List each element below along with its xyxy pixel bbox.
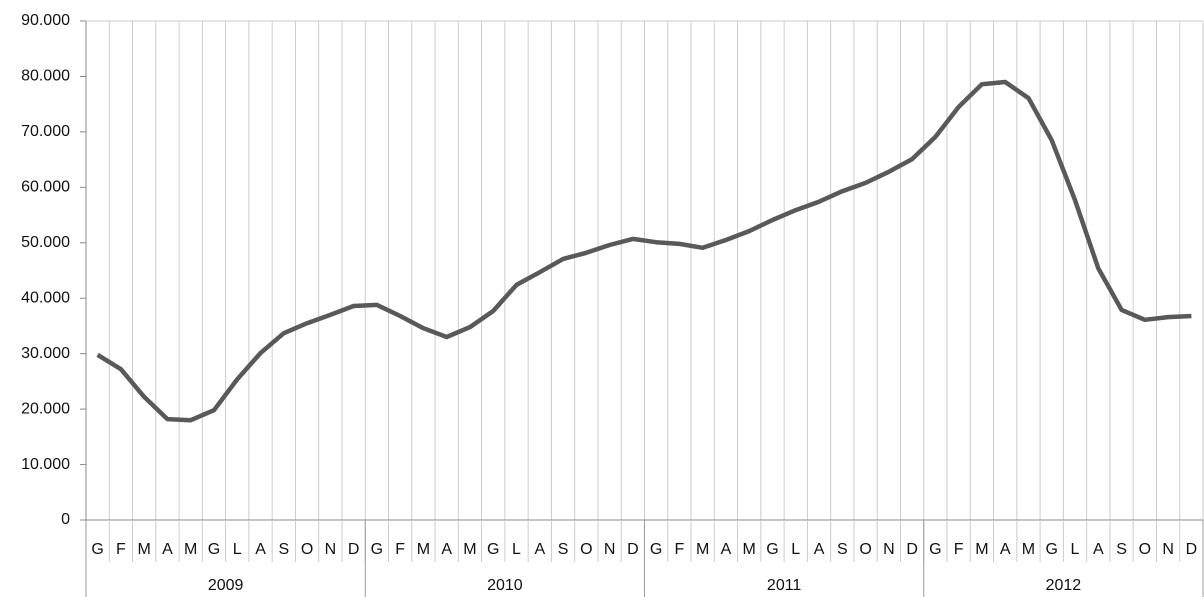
y-tick-label: 20.000 <box>21 400 70 417</box>
x-tick-label: M <box>138 541 151 558</box>
y-tick-label: 40.000 <box>21 289 70 306</box>
y-tick-label: 70.000 <box>21 123 70 140</box>
x-group-label: 2012 <box>1046 577 1082 594</box>
x-tick-label: N <box>883 541 895 558</box>
y-tick-label: 10.000 <box>21 456 70 473</box>
x-tick-label: D <box>348 541 360 558</box>
x-tick-label: L <box>512 541 521 558</box>
x-tick-label: F <box>116 541 126 558</box>
x-tick-label: A <box>1000 541 1011 558</box>
x-tick-label: A <box>441 541 452 558</box>
x-tick-label: M <box>1022 541 1035 558</box>
x-tick-label: O <box>301 541 313 558</box>
x-group-label: 2011 <box>767 577 802 594</box>
x-tick-label: O <box>1139 541 1151 558</box>
y-tick-label: 90.000 <box>21 12 70 29</box>
x-tick-label: S <box>1116 541 1127 558</box>
y-tick-label: 80.000 <box>21 68 70 85</box>
x-tick-label: L <box>791 541 800 558</box>
x-tick-label: G <box>766 541 778 558</box>
x-tick-label: G <box>208 541 220 558</box>
x-tick-label: G <box>371 541 383 558</box>
x-tick-label: N <box>1162 541 1174 558</box>
x-tick-label: M <box>975 541 988 558</box>
x-tick-label: S <box>558 541 569 558</box>
x-tick-label: D <box>906 541 918 558</box>
x-tick-label: L <box>1071 541 1080 558</box>
x-tick-label: M <box>743 541 756 558</box>
x-group-label: 2009 <box>208 577 244 594</box>
x-tick-label: M <box>184 541 197 558</box>
x-tick-label: A <box>814 541 825 558</box>
x-tick-label: F <box>675 541 685 558</box>
x-tick-label: G <box>1046 541 1058 558</box>
x-tick-label: N <box>604 541 616 558</box>
x-tick-label: A <box>255 541 266 558</box>
y-tick-label: 0 <box>61 511 70 528</box>
x-tick-label: D <box>627 541 639 558</box>
x-tick-label: G <box>91 541 103 558</box>
x-tick-label: M <box>463 541 476 558</box>
x-tick-label: S <box>837 541 848 558</box>
x-tick-label: S <box>278 541 289 558</box>
x-tick-label: M <box>417 541 430 558</box>
y-tick-label: 60.000 <box>21 179 70 196</box>
x-tick-label: A <box>162 541 173 558</box>
x-tick-label: G <box>487 541 499 558</box>
x-tick-label: N <box>325 541 337 558</box>
x-tick-label: D <box>1186 541 1198 558</box>
x-tick-label: G <box>650 541 662 558</box>
y-tick-label: 50.000 <box>21 234 70 251</box>
x-tick-label: F <box>954 541 964 558</box>
x-tick-label: F <box>395 541 405 558</box>
x-tick-label: G <box>929 541 941 558</box>
x-tick-label: A <box>534 541 545 558</box>
x-tick-label: O <box>859 541 871 558</box>
x-tick-label: A <box>721 541 732 558</box>
x-group-label: 2010 <box>487 577 523 594</box>
x-tick-label: O <box>580 541 592 558</box>
x-tick-label: A <box>1093 541 1104 558</box>
x-tick-label: L <box>233 541 242 558</box>
y-tick-label: 30.000 <box>21 345 70 362</box>
x-tick-label: M <box>696 541 709 558</box>
line-series <box>96 79 1192 423</box>
